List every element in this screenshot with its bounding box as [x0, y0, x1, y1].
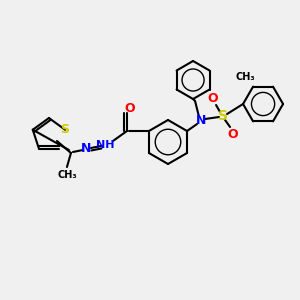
Text: CH₃: CH₃: [57, 170, 77, 180]
Text: O: O: [228, 128, 238, 140]
Text: CH₃: CH₃: [235, 72, 255, 82]
Text: O: O: [208, 92, 218, 104]
Text: NH: NH: [96, 140, 114, 150]
Text: N: N: [81, 142, 91, 155]
Text: S: S: [61, 123, 70, 136]
Text: O: O: [124, 101, 135, 115]
Text: S: S: [218, 109, 228, 123]
Text: N: N: [196, 115, 206, 128]
